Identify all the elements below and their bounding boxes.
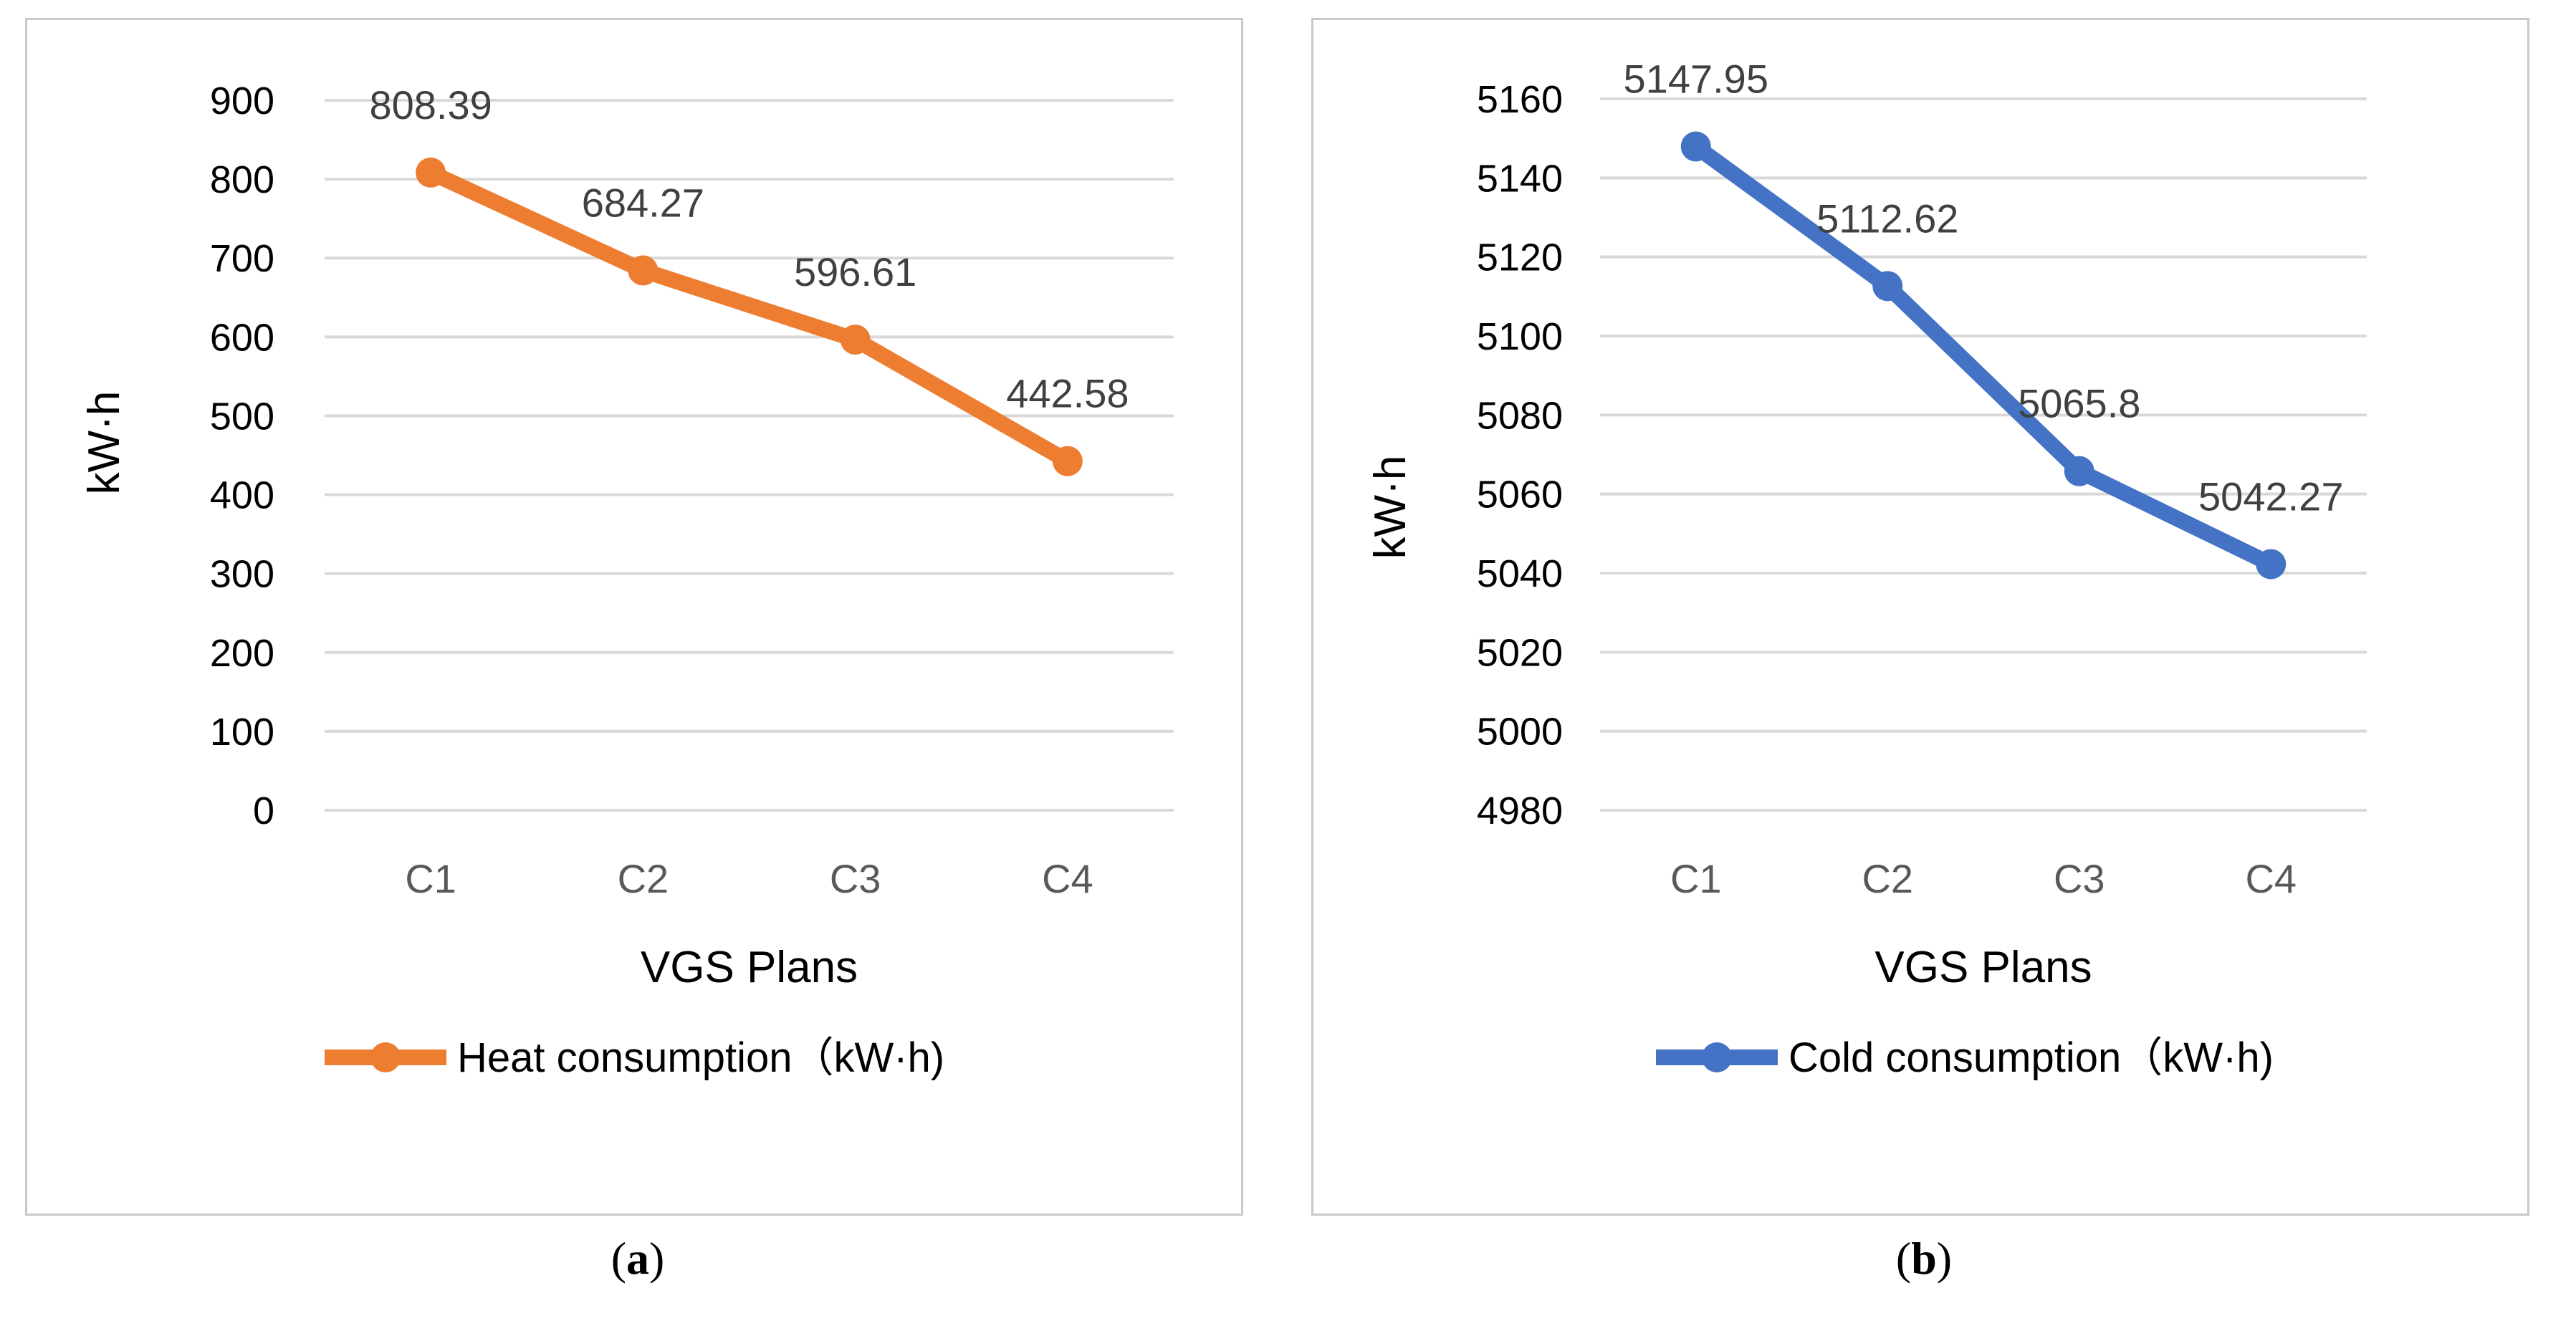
x-axis-title: VGS Plans (1874, 943, 2092, 992)
x-tick-label: C1 (1670, 856, 1722, 901)
y-tick-label: 5040 (1477, 552, 1563, 595)
data-label: 5042.27 (2198, 474, 2343, 519)
chart-panel-b: 4980 5000 5020 5040 5060 5080 5100 5120 5140 5160… (1311, 18, 2529, 1216)
y-axis-title: kW·h (80, 391, 129, 495)
x-tick-label: C2 (618, 856, 669, 901)
caption-a-label: a (626, 1233, 649, 1284)
y-tick-label: 5120 (1477, 236, 1563, 279)
y-tick-label: 5140 (1477, 157, 1563, 200)
y-tick-label: 700 (210, 237, 274, 280)
y-tick-label: 400 (210, 474, 274, 517)
cold-consumption-chart: 4980 5000 5020 5040 5060 5080 5100 5120 5140 5160… (1366, 56, 2367, 1081)
y-tick-label: 5020 (1477, 631, 1563, 674)
data-label: 808.39 (369, 82, 492, 128)
data-point (840, 325, 871, 355)
data-label: 596.61 (794, 249, 916, 294)
y-tick-label: 5100 (1477, 315, 1563, 358)
chart-panel-a: 0 100 200 300 400 500 600 700 800 900 C1 C2 C3 C4 VGS … (25, 18, 1243, 1216)
y-tick-label: 800 (210, 158, 274, 201)
caption-b: (b) (1895, 1233, 1953, 1284)
data-point (2256, 549, 2287, 580)
x-tick-label: C4 (2245, 856, 2297, 901)
data-point (1052, 446, 1083, 476)
y-tick-label: 5080 (1477, 394, 1563, 437)
legend-marker (1702, 1042, 1732, 1072)
caption-a: (a) (611, 1233, 665, 1284)
legend-label: Heat consumption（kW·h) (457, 1034, 944, 1081)
y-tick-label: 100 (210, 711, 274, 754)
caption-b-label: b (1911, 1233, 1937, 1284)
legend-label: Cold consumption（kW·h) (1789, 1034, 2274, 1081)
data-label: 5112.62 (1816, 196, 1958, 241)
y-tick-label: 5160 (1477, 78, 1563, 121)
x-tick-label: C3 (830, 856, 881, 901)
x-axis-title: VGS Plans (641, 943, 858, 992)
data-label: 5147.95 (1624, 56, 1768, 101)
y-tick-label: 4980 (1477, 789, 1563, 832)
x-tick-label: C4 (1042, 856, 1093, 901)
x-tick-label: C2 (1862, 856, 1913, 901)
data-label: 442.58 (1006, 371, 1129, 416)
x-tick-label: C3 (2054, 856, 2105, 901)
data-point (2064, 456, 2094, 486)
y-tick-label: 5000 (1477, 711, 1563, 754)
series-line (423, 164, 1076, 469)
data-label: 684.27 (582, 181, 704, 226)
series-line (1687, 138, 2279, 572)
data-label: 5065.8 (2018, 381, 2140, 426)
y-tick-label: 600 (210, 316, 274, 359)
data-point (1680, 131, 1711, 162)
data-point (1872, 271, 1903, 302)
heat-consumption-chart: 0 100 200 300 400 500 600 700 800 900 C1 C2 C3 C4 VGS … (80, 80, 1174, 1081)
y-tick-label: 500 (210, 395, 274, 438)
y-tick-label: 900 (210, 80, 274, 123)
y-axis-title: kW·h (1366, 456, 1415, 559)
y-tick-label: 300 (210, 553, 274, 596)
y-tick-label: 0 (253, 789, 274, 832)
x-tick-label: C1 (405, 856, 456, 901)
y-tick-label: 200 (210, 632, 274, 675)
legend-marker (370, 1042, 401, 1072)
data-point (628, 255, 659, 286)
y-tick-label: 5060 (1477, 474, 1563, 517)
data-point (416, 157, 446, 188)
